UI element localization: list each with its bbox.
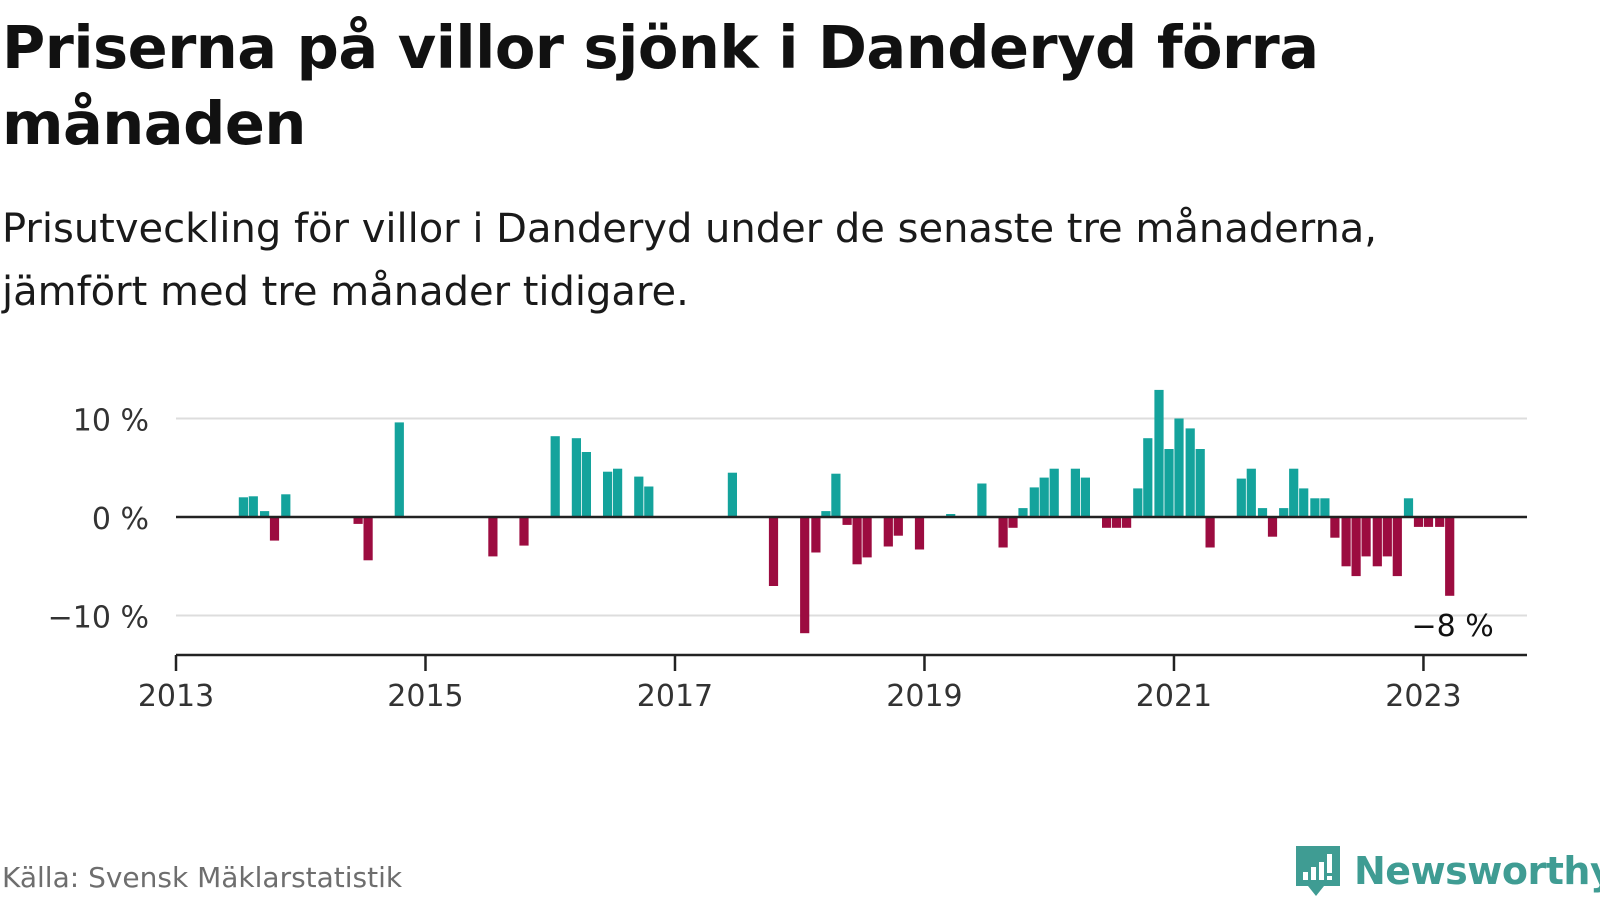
bar bbox=[946, 514, 956, 517]
bar bbox=[998, 517, 1008, 548]
bar bbox=[1174, 418, 1184, 517]
bar bbox=[1257, 508, 1268, 517]
bar bbox=[800, 517, 810, 634]
bar bbox=[1039, 477, 1049, 517]
bar bbox=[488, 517, 498, 557]
newsworthy-logo-text: Newsworthy bbox=[1354, 849, 1600, 893]
y-tick-label: −10 % bbox=[48, 601, 149, 636]
newsworthy-logo-icon bbox=[1296, 846, 1340, 896]
bar bbox=[603, 471, 613, 517]
bar bbox=[1382, 517, 1392, 557]
bar bbox=[1049, 468, 1059, 517]
bar-chart: 10 % 0 % −10 % 2013 2015 2017 2019 2021 2023 −8 % bbox=[48, 389, 1527, 715]
last-value-annotation: −8 % bbox=[1412, 609, 1494, 644]
bar bbox=[1164, 449, 1174, 517]
bar bbox=[1310, 498, 1320, 517]
y-tick-label: 0 % bbox=[92, 502, 149, 537]
bar bbox=[238, 497, 248, 517]
bar bbox=[1102, 517, 1112, 528]
bar bbox=[1361, 517, 1371, 557]
newsworthy-logo: Newsworthy bbox=[1292, 842, 1600, 900]
bar bbox=[1143, 438, 1153, 517]
bar bbox=[1236, 478, 1246, 517]
chart-subtitle: Prisutveckling för villor i Danderyd und… bbox=[2, 206, 1378, 315]
label-layer: 10 % 0 % −10 % 2013 2015 2017 2019 2021 2023 −8 % bbox=[48, 404, 1494, 715]
bar bbox=[893, 517, 903, 536]
bar bbox=[1070, 468, 1080, 517]
bar bbox=[394, 422, 404, 517]
bar bbox=[1392, 517, 1402, 577]
y-tick-label: 10 % bbox=[73, 404, 149, 439]
bar bbox=[1008, 517, 1018, 528]
bar bbox=[852, 517, 862, 565]
bar bbox=[1299, 488, 1309, 517]
grid-layer bbox=[176, 417, 1527, 617]
bar bbox=[1185, 428, 1195, 517]
bar bbox=[1423, 517, 1434, 527]
bar bbox=[1122, 517, 1132, 528]
x-tick-label: 2021 bbox=[1136, 679, 1212, 714]
x-tick-label: 2013 bbox=[138, 679, 214, 714]
bar bbox=[821, 511, 831, 517]
bar bbox=[1246, 468, 1256, 517]
bar bbox=[883, 517, 893, 547]
bar bbox=[1018, 508, 1028, 517]
bar bbox=[1413, 517, 1424, 527]
bar bbox=[613, 468, 623, 517]
bar bbox=[581, 452, 591, 517]
axis-layer bbox=[174, 515, 1527, 671]
bar bbox=[1029, 487, 1039, 517]
bar bbox=[1341, 517, 1351, 567]
bar bbox=[1435, 517, 1445, 527]
bar bbox=[1372, 517, 1382, 567]
bar bbox=[862, 517, 872, 558]
bar bbox=[811, 517, 821, 553]
bar bbox=[1351, 517, 1361, 577]
bar bbox=[977, 483, 987, 517]
bar bbox=[1289, 468, 1299, 517]
bar bbox=[550, 436, 560, 517]
bar bbox=[571, 438, 581, 517]
bar bbox=[1205, 517, 1215, 548]
bar bbox=[260, 511, 270, 517]
bar bbox=[269, 517, 280, 541]
x-tick-label: 2015 bbox=[387, 679, 463, 714]
bar bbox=[914, 517, 925, 550]
bar bbox=[1403, 498, 1414, 517]
bar bbox=[634, 476, 644, 517]
chart-title: Priserna på villor sjönk i Danderyd förr… bbox=[2, 13, 1319, 158]
bar bbox=[1267, 517, 1278, 537]
x-tick-label: 2019 bbox=[886, 679, 962, 714]
x-tick-label: 2023 bbox=[1385, 679, 1461, 714]
bar bbox=[727, 472, 737, 517]
bars-layer bbox=[238, 389, 1455, 634]
bar bbox=[519, 517, 529, 546]
x-tick-label: 2017 bbox=[637, 679, 713, 714]
bar bbox=[1195, 449, 1205, 517]
bar bbox=[842, 517, 852, 525]
bar bbox=[1080, 477, 1090, 517]
bar bbox=[363, 517, 373, 561]
bar bbox=[1154, 389, 1164, 517]
bar bbox=[248, 496, 258, 517]
bar bbox=[1330, 517, 1340, 538]
bar bbox=[281, 494, 291, 517]
bar bbox=[768, 517, 779, 586]
bar bbox=[1133, 488, 1143, 517]
bar bbox=[644, 486, 654, 517]
bar bbox=[1320, 498, 1330, 517]
bar bbox=[1112, 517, 1122, 528]
bar bbox=[353, 517, 363, 524]
bar bbox=[831, 473, 841, 517]
bar bbox=[1445, 517, 1455, 596]
source-note: Källa: Svensk Mäklarstatistik bbox=[2, 861, 403, 894]
bar bbox=[1279, 508, 1289, 517]
